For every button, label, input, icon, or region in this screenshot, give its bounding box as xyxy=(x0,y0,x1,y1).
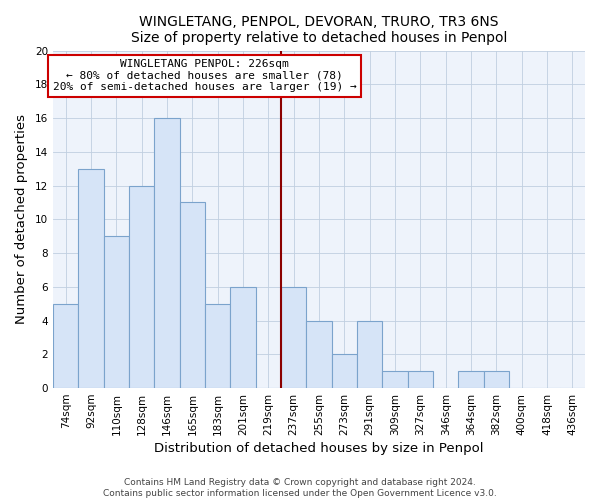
Bar xyxy=(53,304,79,388)
Bar xyxy=(205,304,230,388)
Bar xyxy=(79,168,104,388)
X-axis label: Distribution of detached houses by size in Penpol: Distribution of detached houses by size … xyxy=(154,442,484,455)
Title: WINGLETANG, PENPOL, DEVORAN, TRURO, TR3 6NS
Size of property relative to detache: WINGLETANG, PENPOL, DEVORAN, TRURO, TR3 … xyxy=(131,15,507,45)
Bar xyxy=(281,287,307,388)
Bar xyxy=(180,202,205,388)
Text: WINGLETANG PENPOL: 226sqm
← 80% of detached houses are smaller (78)
20% of semi-: WINGLETANG PENPOL: 226sqm ← 80% of detac… xyxy=(53,59,356,92)
Bar xyxy=(154,118,180,388)
Text: Contains HM Land Registry data © Crown copyright and database right 2024.
Contai: Contains HM Land Registry data © Crown c… xyxy=(103,478,497,498)
Bar xyxy=(332,354,357,388)
Bar xyxy=(382,371,407,388)
Bar xyxy=(129,186,154,388)
Y-axis label: Number of detached properties: Number of detached properties xyxy=(15,114,28,324)
Bar xyxy=(458,371,484,388)
Bar xyxy=(104,236,129,388)
Bar xyxy=(484,371,509,388)
Bar xyxy=(230,287,256,388)
Bar xyxy=(357,320,382,388)
Bar xyxy=(307,320,332,388)
Bar xyxy=(407,371,433,388)
